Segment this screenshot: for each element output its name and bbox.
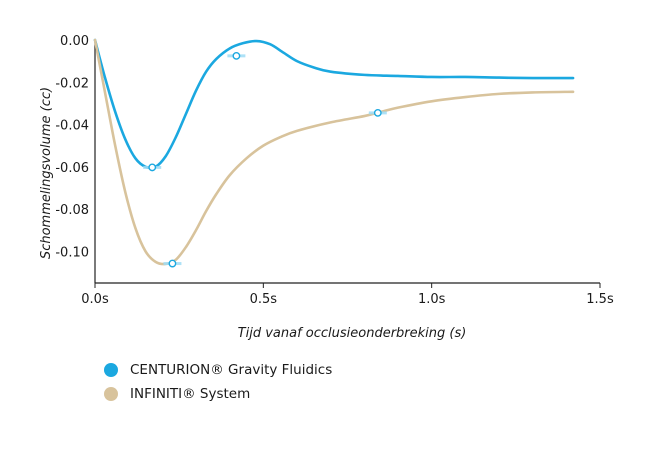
y-tick-label: -0.06 (55, 161, 89, 176)
legend-swatch (104, 363, 118, 377)
series-layer (93, 38, 575, 268)
data-point-marker[interactable] (232, 51, 241, 60)
series-line (93, 38, 575, 170)
legend-item-centurion[interactable]: CENTURION® Gravity Fluidics (104, 358, 332, 382)
series-1 (93, 38, 575, 268)
data-point-marker[interactable] (373, 109, 382, 117)
legend-swatch (104, 387, 118, 401)
y-tick-label: -0.10 (55, 245, 89, 260)
axes: 0.00 -0.02 -0.04 -0.06 -0.08 -0.10 0.0s 0.5s 1.0… (55, 34, 614, 307)
y-tick-label: -0.02 (55, 76, 89, 91)
line-chart: 0.00 -0.02 -0.04 -0.06 -0.08 -0.10 0.0s 0.5s 1.0… (39, 34, 614, 341)
y-tick-label: 0.00 (60, 34, 89, 49)
x-tick-label: 1.5s (586, 292, 614, 307)
x-tick-label: 0.5s (250, 292, 278, 307)
x-axis-label: Tijd vanaf occlusieonderbreking (s) (238, 326, 467, 341)
data-point-marker[interactable] (168, 259, 177, 268)
y-tick-label: -0.04 (55, 119, 89, 134)
y-axis-label: Schommelingsvolume (cc) (39, 87, 54, 259)
legend-item-label: INFINITI® System (130, 386, 251, 402)
data-point-marker[interactable] (148, 163, 157, 172)
legend-item-infiniti[interactable]: INFINITI® System (104, 382, 332, 406)
series-line (93, 38, 575, 266)
legend: CENTURION® Gravity Fluidics INFINITI® Sy… (104, 358, 332, 406)
x-tick-label: 1.0s (418, 292, 446, 307)
x-tick-label: 0.0s (81, 292, 109, 307)
legend-item-label: CENTURION® Gravity Fluidics (130, 362, 333, 378)
y-tick-label: -0.08 (55, 203, 89, 218)
series-0 (93, 38, 575, 172)
